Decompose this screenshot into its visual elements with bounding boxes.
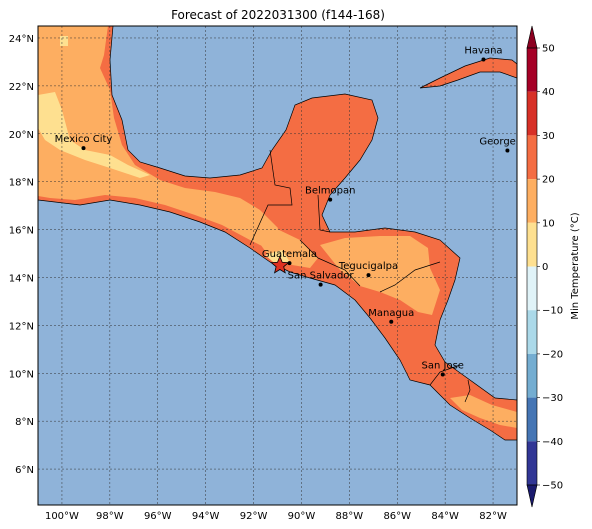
lat-tick-label: 10°N (9, 369, 34, 380)
city-dot (505, 148, 510, 153)
land-pale-patch (60, 36, 68, 46)
colorbar-extend-bottom (526, 484, 538, 508)
colorbar-tick-label: 50 (542, 44, 555, 55)
city-dot (81, 146, 86, 151)
city-label: Havana (464, 46, 502, 57)
colorbar-tick-labels: 50 40 30 20 10 0 −10 −20 −30 −40 −50 (537, 44, 563, 492)
city-label: Guatemala (262, 249, 317, 260)
lon-tick-label: 82°W (479, 511, 507, 522)
city-dot (366, 273, 371, 278)
lat-tick-label: 8°N (15, 417, 34, 428)
lat-tick-label: 14°N (9, 273, 34, 284)
city-label: Belmopan (305, 186, 355, 197)
colorbar-extend-top (526, 25, 538, 49)
lat-tick-label: 6°N (15, 465, 34, 476)
colorbar-tick-label: −40 (542, 437, 563, 448)
lat-tick-label: 20°N (9, 130, 34, 141)
colorbar-tick-label: 30 (542, 131, 555, 142)
lon-tick-label: 98°W (96, 511, 124, 522)
land-cuba (420, 58, 517, 88)
colorbar-tick-label: −20 (542, 349, 563, 360)
city-dot (287, 261, 292, 266)
colorbar-tick-label: 40 (542, 87, 555, 98)
colorbar-segment (527, 266, 537, 311)
lon-tick-label: 94°W (192, 511, 220, 522)
city-label: San Salvador (288, 271, 355, 282)
map-title: Forecast of 2022031300 (f144-168) (171, 8, 385, 22)
colorbar (526, 25, 538, 508)
colorbar-tick-label: −30 (542, 393, 563, 404)
land-peach-honduras (320, 236, 440, 315)
city-markers: Havana Mexico City George Tov Belmopan Guate… (55, 46, 535, 377)
colorbar-segment (527, 91, 537, 136)
land-peach-mexico (38, 26, 278, 250)
colorbar-segment (527, 353, 537, 398)
lon-tick-label: 90°W (288, 511, 316, 522)
lon-tick-label: 100°W (45, 511, 79, 522)
colorbar-tick-label: 20 (542, 175, 555, 186)
city-dot (440, 372, 445, 377)
lon-tick-label: 92°W (240, 511, 268, 522)
lon-tick-label: 96°W (144, 511, 172, 522)
city-dot (481, 57, 486, 62)
lat-tick-label: 12°N (9, 321, 34, 332)
land-peach-guatemala (250, 228, 318, 268)
colorbar-tick-label: 0 (542, 262, 548, 273)
city-label: San Jose (422, 360, 464, 371)
lat-tick-label: 24°N (9, 34, 34, 45)
colorbar-segment (527, 222, 537, 267)
city-dot (328, 197, 333, 202)
city-label: George Tov (479, 137, 535, 148)
city-label: Mexico City (55, 134, 113, 145)
land-peach-panama (450, 395, 517, 428)
map-frame (37, 25, 518, 506)
longitude-tick-labels: 100°W 98°W 96°W 94°W 92°W 90°W 88°W 86°W 84°W 82°… (45, 511, 507, 522)
colorbar-tick-label: 10 (542, 218, 555, 229)
city-label: Managua (368, 308, 414, 319)
colorbar-tick-label: −50 (542, 481, 563, 492)
lon-tick-label: 84°W (431, 511, 459, 522)
colorbar-segment (527, 310, 537, 354)
map-panel: Havana Mexico City George Tov Belmopan Guate… (38, 26, 535, 505)
latitude-tick-labels: 6°N 8°N 10°N 12°N 14°N 16°N 18°N 20°N 22°N 24°N (9, 34, 34, 476)
lat-tick-label: 16°N (9, 226, 34, 237)
lat-tick-label: 18°N (9, 178, 34, 189)
lon-tick-label: 86°W (383, 511, 411, 522)
colorbar-label: Min Temperature (°C) (570, 212, 581, 319)
colorbar-segment (527, 441, 537, 485)
colorbar-segment (527, 48, 537, 92)
lat-tick-label: 22°N (9, 82, 34, 93)
colorbar-tick-label: −10 (542, 306, 563, 317)
star-marker-icon (270, 255, 290, 274)
lon-tick-label: 88°W (336, 511, 364, 522)
city-dot (318, 282, 323, 287)
city-dot (389, 319, 394, 324)
forecast-marker (270, 255, 290, 274)
city-label: Tegucigalpa (338, 261, 398, 272)
land-pale-mexico-city (38, 92, 150, 178)
country-borders (38, 26, 517, 441)
colorbar-segment (527, 135, 537, 180)
colorbar-segment (527, 179, 537, 223)
colorbar-segment (527, 397, 537, 442)
